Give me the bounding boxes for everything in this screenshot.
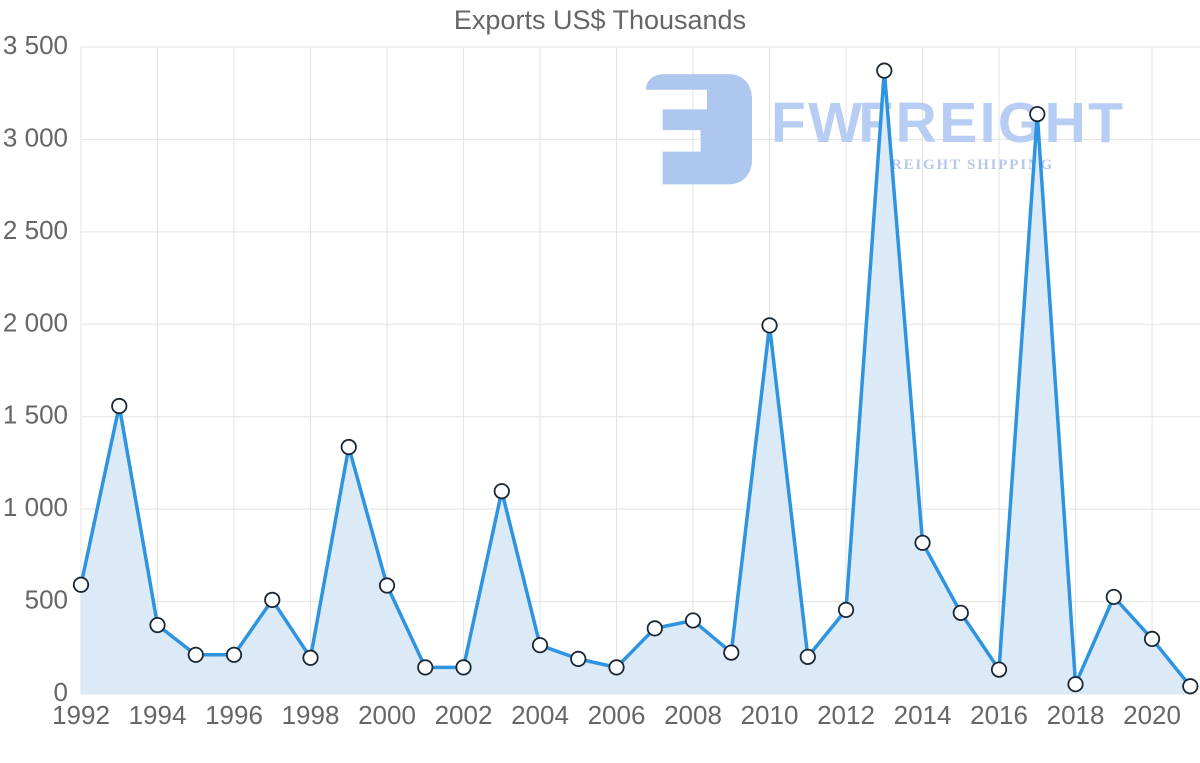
svg-text:2002: 2002 <box>435 700 493 730</box>
svg-text:2000: 2000 <box>358 700 416 730</box>
svg-text:2 000: 2 000 <box>3 307 68 337</box>
svg-text:2012: 2012 <box>817 700 875 730</box>
svg-text:1992: 1992 <box>52 700 110 730</box>
svg-text:FWFREIGHT: FWFREIGHT <box>771 91 1125 155</box>
svg-text:2010: 2010 <box>741 700 799 730</box>
svg-text:3 500: 3 500 <box>3 30 68 60</box>
svg-text:2018: 2018 <box>1047 700 1105 730</box>
svg-text:1996: 1996 <box>205 700 263 730</box>
svg-text:1998: 1998 <box>282 700 340 730</box>
svg-text:2016: 2016 <box>970 700 1028 730</box>
svg-text:2008: 2008 <box>664 700 722 730</box>
svg-text:FREIGHT SHIPPING: FREIGHT SHIPPING <box>880 157 1054 173</box>
svg-text:2020: 2020 <box>1123 700 1181 730</box>
svg-text:2006: 2006 <box>588 700 646 730</box>
svg-text:2004: 2004 <box>511 700 569 730</box>
svg-text:3 000: 3 000 <box>3 122 68 152</box>
svg-text:1994: 1994 <box>129 700 187 730</box>
svg-text:2014: 2014 <box>894 700 952 730</box>
svg-text:2 500: 2 500 <box>3 215 68 245</box>
svg-text:1 500: 1 500 <box>3 400 68 430</box>
svg-text:1 000: 1 000 <box>3 492 68 522</box>
svg-text:500: 500 <box>25 585 68 615</box>
